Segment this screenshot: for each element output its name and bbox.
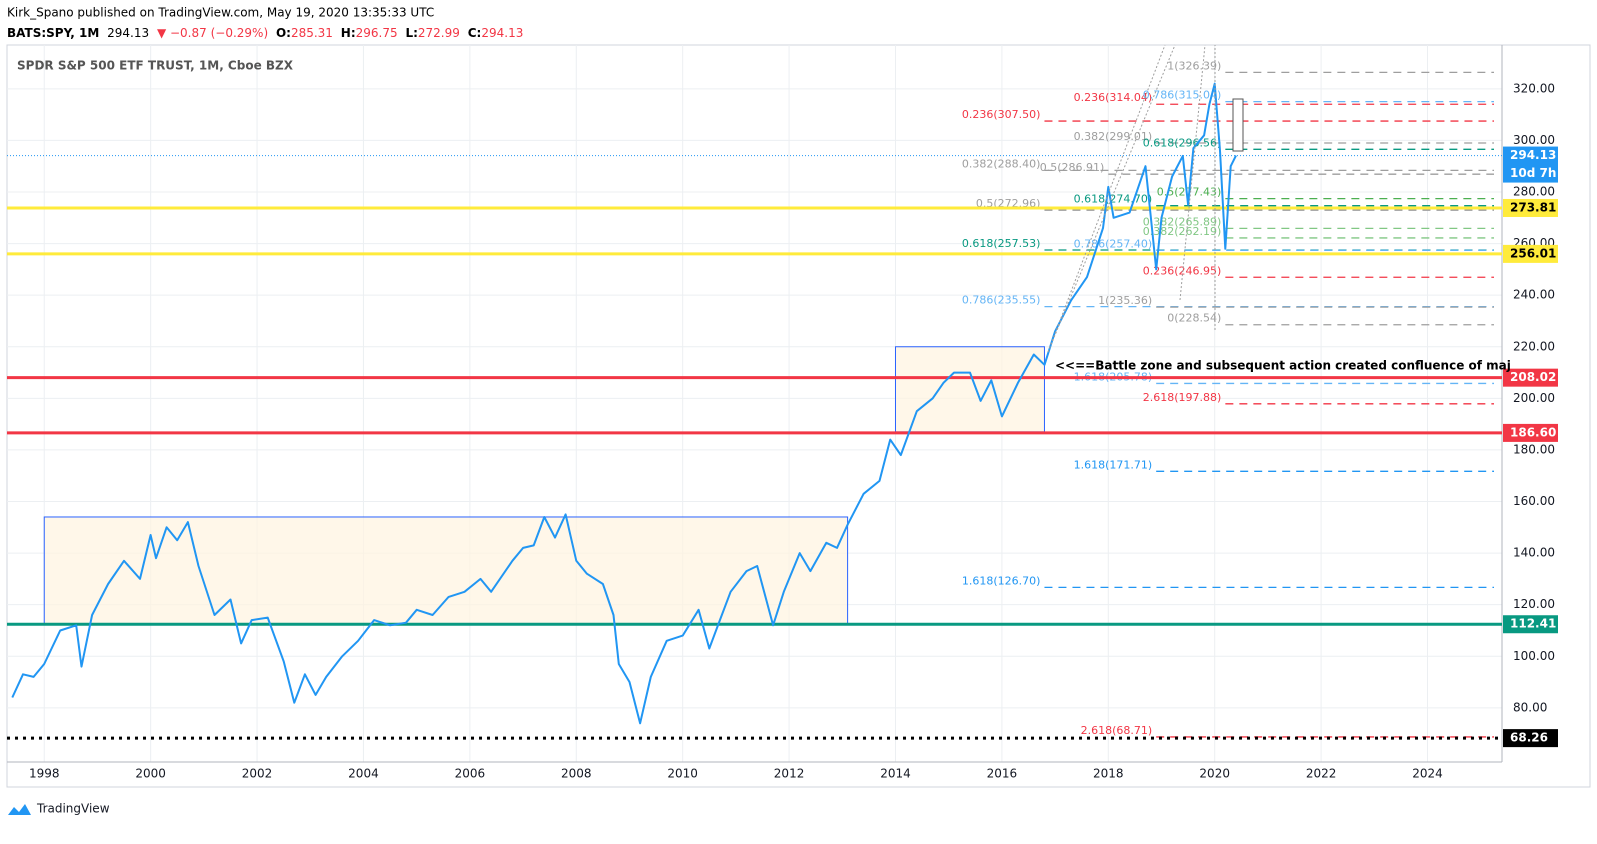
x-tick-label: 2002	[242, 767, 273, 781]
fib-label: 0.236(246.95)	[1143, 264, 1222, 277]
symbol: BATS:SPY, 1M	[7, 26, 99, 40]
level-label: 208.02	[1510, 370, 1556, 384]
zone	[894, 346, 1045, 433]
ohlc-value: 272.99	[418, 26, 460, 40]
change: ▼ −0.87 (−0.29%)	[157, 26, 268, 40]
ohlc-key: H:	[341, 26, 356, 40]
fib-label: 0.786(257.40)	[1074, 237, 1153, 250]
x-tick-label: 2020	[1199, 767, 1230, 781]
fib-label: 1.618(171.71)	[1074, 458, 1153, 471]
y-tick-label: 240.00	[1513, 288, 1555, 302]
level-label: 68.26	[1510, 731, 1548, 745]
x-tick-label: 2018	[1093, 767, 1124, 781]
trend-lines	[1047, 44, 1216, 353]
logo-icon	[8, 804, 31, 815]
plot-area: 1998 2000 2002 2004 2006 2008 2010 2012 2014 2016…	[7, 45, 1558, 781]
x-tick-label: 2006	[455, 767, 486, 781]
y-tick-label: 140.00	[1513, 546, 1555, 560]
fib-label: 0.382(262.19)	[1143, 225, 1222, 238]
level-label: 256.01	[1510, 246, 1556, 260]
fib-label: 0.786(315.04)	[1143, 89, 1222, 102]
fib-label: 0.5(286.91)	[1040, 161, 1105, 174]
fib-label: 0.236(307.50)	[962, 108, 1041, 121]
price-line	[11, 82, 1237, 725]
level-tag	[1503, 729, 1558, 748]
fib-label: 2.618(68.71)	[1081, 724, 1153, 737]
current-price-label: 294.13	[1510, 148, 1556, 162]
zone	[43, 516, 849, 625]
level-tag	[1503, 615, 1558, 634]
fib-label: 0.382(299.01)	[1074, 130, 1153, 143]
x-tick-label: 2004	[348, 767, 379, 781]
fib-label: 0(228.54)	[1167, 312, 1221, 325]
ohlc-value: 285.31	[291, 26, 333, 40]
y-tick-label: 160.00	[1513, 494, 1555, 508]
projection-box	[1232, 98, 1244, 152]
ohlc-key: C:	[468, 26, 482, 40]
trend-line	[1047, 44, 1176, 353]
fib-label: 2.618(197.88)	[1143, 391, 1222, 404]
x-tick-label: 2024	[1412, 767, 1443, 781]
level-tag	[1503, 244, 1558, 263]
trend-line	[1047, 44, 1166, 353]
ohlc-value: 294.13	[481, 26, 523, 40]
y-tick-label: 320.00	[1513, 81, 1555, 95]
logo: TradingView	[8, 802, 110, 816]
y-tick-label: 200.00	[1513, 391, 1555, 405]
fib-label: 0.382(288.40)	[962, 157, 1041, 170]
y-tick-label: 280.00	[1513, 185, 1555, 199]
quote: BATS:SPY, 1M 294.13 ▼ −0.87 (−0.29%) O:2…	[7, 26, 523, 40]
fib-label: 1(326.39)	[1167, 59, 1221, 72]
y-tick-label: 220.00	[1513, 339, 1555, 353]
trend-line	[1179, 44, 1206, 301]
publisher: Kirk_Spano published on TradingView.com,…	[7, 6, 434, 20]
fib-label: 0.236(314.04)	[1074, 91, 1153, 104]
x-tick-label: 2014	[880, 767, 911, 781]
current-price-tag	[1503, 146, 1558, 183]
fib-label: 0.618(274.70)	[1074, 193, 1153, 206]
x-tick-label: 2022	[1306, 767, 1337, 781]
fib-label: 0.786(235.55)	[962, 294, 1041, 307]
fib-label: 0.618(296.56)	[1143, 136, 1222, 149]
fib-label: 1.618(126.70)	[962, 574, 1041, 587]
brand: TradingView	[36, 802, 110, 816]
x-tick-label: 1998	[29, 767, 60, 781]
level-tag	[1503, 368, 1558, 387]
ohlc-key: O:	[276, 26, 291, 40]
x-tick-label: 2016	[987, 767, 1018, 781]
level-label: 273.81	[1510, 200, 1556, 214]
y-tick-label: 100.00	[1513, 649, 1555, 663]
fib-label: 1(235.36)	[1098, 294, 1152, 307]
level-tag	[1503, 198, 1558, 217]
y-tick-label: 300.00	[1513, 133, 1555, 147]
x-tick-label: 2000	[135, 767, 166, 781]
ohlc-key: L:	[405, 26, 417, 40]
y-tick-label: 80.00	[1513, 700, 1547, 714]
level-tag	[1503, 423, 1558, 442]
last: 294.13	[107, 26, 149, 40]
pane-border	[6, 44, 1591, 788]
x-tick-label: 2008	[561, 767, 592, 781]
y-tick-label: 180.00	[1513, 442, 1555, 456]
chart-title: SPDR S&P 500 ETF TRUST, 1M, Cboe BZX	[17, 59, 294, 73]
y-tick-label: 120.00	[1513, 597, 1555, 611]
x-tick-label: 2010	[667, 767, 698, 781]
level-label: 186.60	[1510, 425, 1556, 439]
x-tick-label: 2012	[774, 767, 805, 781]
annotation: <<==Battle zone and subsequent action cr…	[1055, 359, 1511, 373]
ohlc-value: 296.75	[356, 26, 398, 40]
fib-label: 0.618(257.53)	[962, 237, 1041, 250]
level-label: 112.41	[1510, 617, 1556, 631]
countdown: 10d 7h	[1510, 166, 1556, 180]
